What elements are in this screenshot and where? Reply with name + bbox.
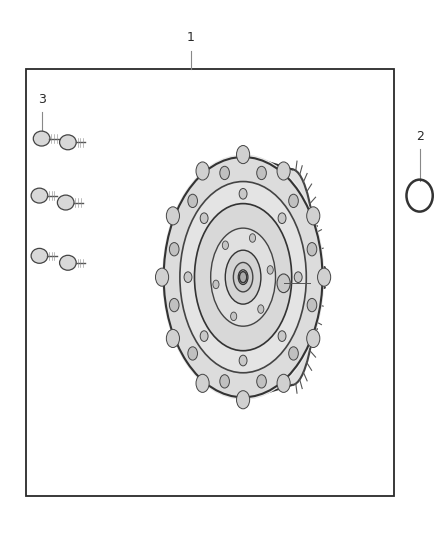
Ellipse shape (250, 234, 256, 243)
Ellipse shape (307, 298, 317, 312)
Ellipse shape (170, 298, 179, 312)
Ellipse shape (257, 375, 266, 388)
Ellipse shape (233, 262, 253, 292)
Ellipse shape (294, 272, 302, 282)
Ellipse shape (200, 331, 208, 342)
Bar (26, 69, 394, 496)
Ellipse shape (289, 347, 298, 360)
Ellipse shape (278, 213, 286, 223)
Ellipse shape (220, 166, 230, 180)
Text: 3: 3 (38, 93, 46, 106)
Ellipse shape (164, 157, 322, 397)
Ellipse shape (257, 166, 266, 180)
Ellipse shape (278, 331, 286, 342)
Ellipse shape (238, 270, 248, 285)
Ellipse shape (33, 131, 50, 146)
Ellipse shape (225, 250, 261, 304)
Ellipse shape (31, 248, 48, 263)
Ellipse shape (277, 374, 290, 392)
Ellipse shape (166, 329, 180, 348)
Ellipse shape (267, 265, 273, 274)
Ellipse shape (237, 391, 250, 409)
Ellipse shape (57, 195, 74, 210)
Text: 2: 2 (416, 130, 424, 143)
Ellipse shape (240, 272, 247, 282)
Ellipse shape (155, 268, 169, 286)
Ellipse shape (194, 204, 292, 351)
Ellipse shape (188, 347, 198, 360)
Ellipse shape (211, 228, 276, 326)
Ellipse shape (180, 182, 306, 373)
Ellipse shape (31, 188, 48, 203)
Ellipse shape (307, 329, 320, 348)
Ellipse shape (239, 355, 247, 366)
Ellipse shape (223, 241, 229, 249)
Ellipse shape (239, 189, 247, 199)
Ellipse shape (184, 272, 192, 282)
Ellipse shape (196, 162, 209, 180)
Ellipse shape (200, 213, 208, 223)
Text: 1: 1 (187, 31, 194, 44)
Ellipse shape (188, 194, 198, 207)
Ellipse shape (307, 207, 320, 225)
Ellipse shape (258, 305, 264, 313)
Ellipse shape (277, 274, 290, 293)
Ellipse shape (307, 243, 317, 256)
Ellipse shape (196, 374, 209, 392)
Ellipse shape (230, 312, 237, 320)
Ellipse shape (318, 268, 331, 286)
Ellipse shape (170, 243, 179, 256)
Ellipse shape (289, 194, 298, 207)
Ellipse shape (60, 255, 76, 270)
Ellipse shape (277, 162, 290, 180)
Ellipse shape (237, 146, 250, 164)
Ellipse shape (213, 280, 219, 289)
Polygon shape (243, 155, 324, 400)
Ellipse shape (166, 207, 180, 225)
Ellipse shape (220, 375, 230, 388)
Ellipse shape (60, 135, 76, 150)
Ellipse shape (162, 155, 324, 400)
